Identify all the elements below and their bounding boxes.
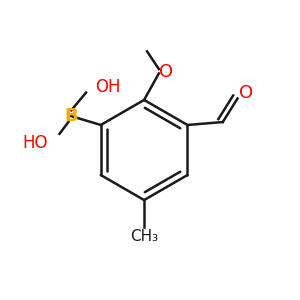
Text: O: O — [159, 63, 173, 81]
Text: OH: OH — [95, 78, 120, 96]
Text: B: B — [64, 107, 78, 125]
Text: CH₃: CH₃ — [130, 230, 158, 244]
Text: O: O — [239, 84, 254, 102]
Text: HO: HO — [22, 134, 48, 152]
